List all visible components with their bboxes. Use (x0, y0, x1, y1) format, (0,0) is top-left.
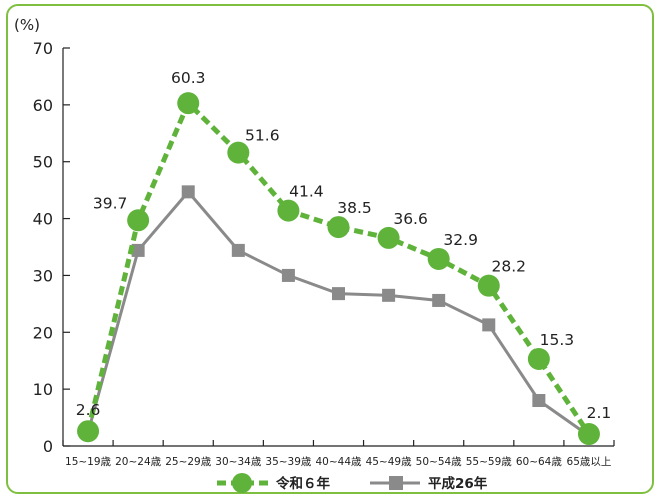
chart-frame (6, 4, 654, 494)
data-point-reiwa6 (177, 92, 200, 115)
x-tick-label: 35~39歳 (265, 456, 312, 468)
data-label: 2.6 (76, 401, 101, 419)
y-axis-unit: (%) (14, 16, 40, 34)
data-labels: 2.6 39.7 60.3 51.6 41.4 38.5 36.6 32.9 28.2 15.3 2… (76, 69, 612, 422)
x-tick-label: 25~29歳 (165, 456, 212, 468)
legend-marker-heisei26 (389, 476, 403, 490)
data-point-reiwa6 (277, 199, 300, 222)
x-tick-label: 65歳以上 (567, 456, 612, 468)
data-point-heisei26 (181, 185, 195, 199)
data-point-heisei26 (482, 318, 496, 332)
data-label: 2.1 (587, 404, 612, 422)
data-point-reiwa6 (477, 274, 500, 297)
data-point-heisei26 (332, 287, 345, 301)
data-label: 38.5 (337, 199, 372, 217)
y-tick-label: 60 (33, 96, 53, 115)
data-label: 36.6 (393, 210, 428, 228)
data-point-reiwa6 (527, 348, 550, 371)
y-tick-label: 20 (33, 323, 53, 342)
data-point-reiwa6 (127, 209, 150, 232)
legend: 令和６年 平成26年 (217, 473, 488, 493)
y-tick-label: 10 (33, 380, 53, 399)
y-tick-label: 40 (33, 210, 53, 229)
data-point-heisei26 (131, 243, 145, 257)
data-label: 41.4 (289, 183, 324, 201)
data-point-reiwa6 (327, 216, 350, 239)
data-point-reiwa6 (77, 420, 100, 443)
x-tick-label: 60~64歳 (516, 456, 563, 468)
y-tick-label: 30 (33, 266, 53, 285)
x-tick-label: 15~19歳 (65, 456, 112, 468)
data-label: 32.9 (443, 231, 478, 249)
x-tick-label: 20~24歳 (115, 456, 162, 468)
x-tick-label: 40~44歳 (315, 456, 362, 468)
data-point-reiwa6 (577, 423, 600, 446)
legend-label-reiwa6: 令和６年 (275, 475, 330, 492)
data-point-reiwa6 (377, 226, 400, 249)
data-point-heisei26 (432, 293, 446, 307)
data-point-reiwa6 (427, 247, 450, 270)
y-tick-label: 0 (43, 437, 53, 456)
x-tick-label: 45~49歳 (366, 456, 413, 468)
data-label: 28.2 (492, 258, 527, 276)
data-point-heisei26 (281, 268, 295, 282)
series-reiwa6 (77, 92, 600, 446)
x-tick-label: 30~34歳 (215, 456, 262, 468)
data-point-heisei26 (231, 243, 245, 257)
legend-marker-reiwa6 (232, 473, 252, 493)
y-tick-label: 50 (33, 153, 53, 172)
data-point-heisei26 (532, 394, 546, 408)
data-label: 60.3 (171, 69, 206, 87)
data-label: 15.3 (540, 331, 575, 349)
series-line-reiwa6 (85, 98, 592, 436)
legend-label-heisei26: 平成26年 (428, 475, 488, 492)
x-tick-label: 50~54歳 (416, 456, 463, 468)
x-tick-label: 55~59歳 (466, 456, 513, 468)
data-point-heisei26 (382, 288, 396, 302)
data-label: 39.7 (93, 194, 128, 212)
y-tick-label: 70 (33, 39, 53, 58)
data-point-reiwa6 (227, 141, 250, 164)
data-label: 51.6 (245, 127, 280, 145)
